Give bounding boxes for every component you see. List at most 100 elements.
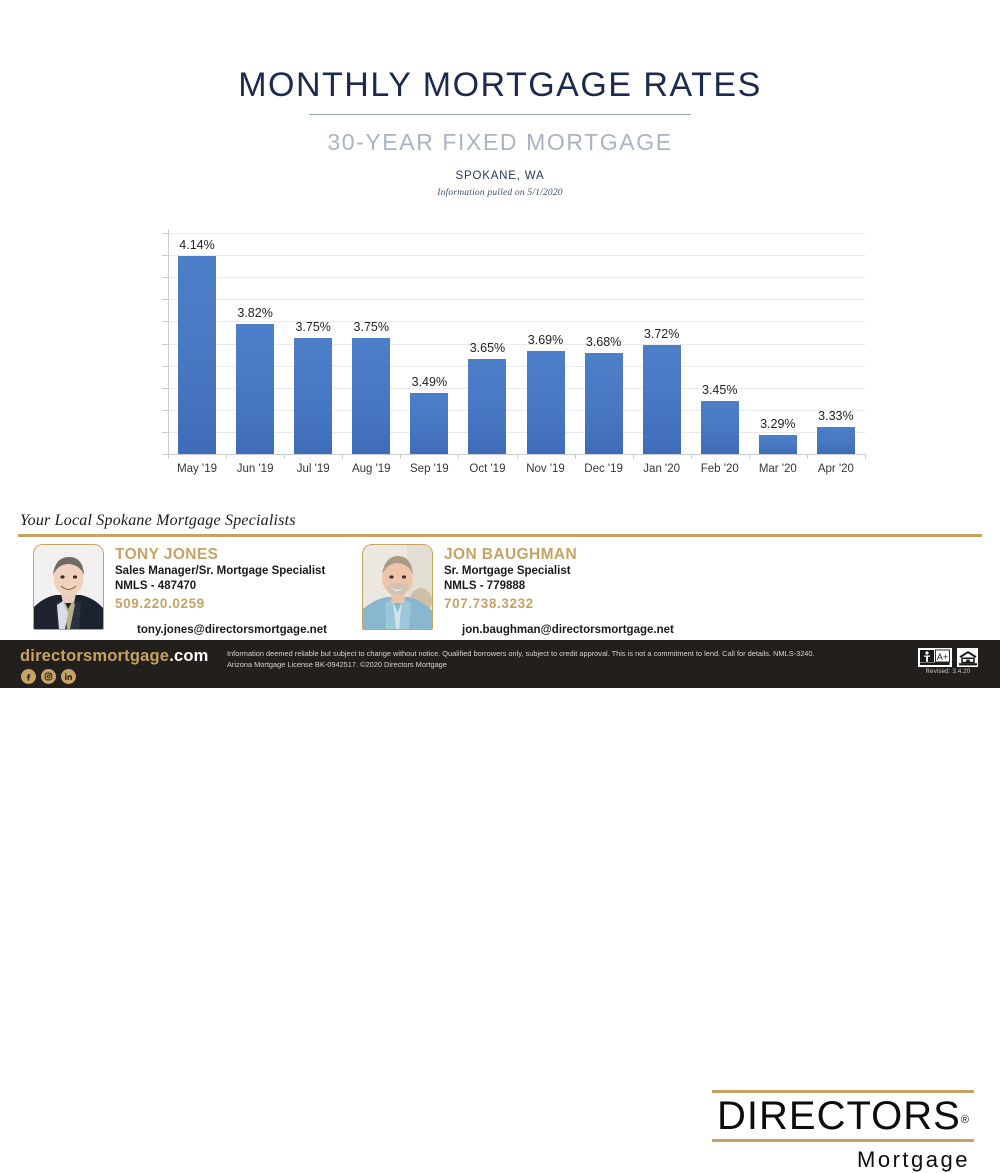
chart-bar[interactable]: 3.75% (352, 320, 391, 454)
portrait-photo-icon (34, 545, 103, 629)
equal-housing-lender-icon (957, 648, 978, 667)
chart-bar[interactable]: 3.82% (236, 306, 275, 454)
disclaimer-line-1: Information deemed reliable but subject … (227, 649, 815, 658)
x-tick (168, 454, 169, 459)
y-tick (162, 365, 168, 367)
bar-slot: 3.65% (458, 233, 516, 454)
compliance-badges: A+ Revised: 3.4.20 (918, 648, 978, 675)
website-link[interactable]: directorsmortgage.com (20, 647, 209, 666)
y-tick (162, 255, 168, 257)
x-axis-label: Oct '19 (469, 463, 506, 475)
gold-divider (18, 534, 982, 537)
specialists-tagline: Your Local Spokane Mortgage Specialists (20, 512, 296, 529)
y-tick (162, 299, 168, 301)
bar-value-label: 3.68% (585, 334, 622, 349)
contact-card-tony-jones: TONY JONES Sales Manager/Sr. Mortgage Sp… (33, 544, 325, 630)
chart-bars: 4.14% 3.82% 3.75% 3.75% 3.49% 3.65% 3.69% 3.68%… (168, 233, 865, 454)
y-tick (162, 409, 168, 411)
bar-slot: 3.69% (516, 233, 574, 454)
x-tick (690, 454, 692, 459)
directors-mortgage-logo: DIRECTORS® Mortgage (712, 1090, 974, 1173)
bar-value-label: 3.29% (760, 417, 796, 432)
x-axis-label: Mar '20 (758, 463, 797, 475)
chart-bar[interactable]: 3.68% (584, 335, 623, 454)
bar-slot: 3.75% (284, 233, 342, 454)
bar-slot: 4.14% (168, 233, 226, 454)
chart-x-labels: May '19 Jun '19 Jul '19 Aug '19 Sep '19 Oct '… (168, 463, 865, 475)
chart-bar[interactable]: 3.69% (526, 333, 565, 454)
y-tick (162, 387, 168, 389)
instagram-icon[interactable] (41, 669, 56, 684)
y-tick (162, 321, 168, 323)
x-axis-label: Jul '19 (296, 463, 330, 475)
bar-slot: 3.75% (342, 233, 400, 454)
bar-slot: 3.33% (807, 233, 865, 454)
chart-bar[interactable]: 3.29% (758, 417, 797, 454)
logo-wordmark-text: DIRECTORS (717, 1094, 961, 1138)
svg-text:A+: A+ (937, 652, 948, 662)
contact-phone[interactable]: 707.738.3232 (444, 595, 534, 611)
bar-slot: 3.45% (691, 233, 749, 454)
x-tick (806, 454, 808, 459)
mortgage-rate-bar-chart: 4.14% 3.82% 3.75% 3.75% 3.49% 3.65% 3.69% 3.68%… (0, 215, 1000, 485)
page-title: MONTHLY MORTGAGE RATES (238, 66, 762, 104)
bar-value-label: 4.14% (179, 238, 215, 253)
bar-slot: 3.68% (575, 233, 633, 454)
bar-value-label: 3.75% (353, 320, 389, 335)
website-name: directorsmortgage (20, 647, 170, 665)
x-tick (748, 454, 750, 459)
website-tld: .com (169, 647, 209, 665)
bar-slot: 3.29% (749, 233, 807, 454)
x-axis-label: May '19 (177, 463, 217, 475)
bar-value-label: 3.45% (702, 383, 738, 398)
contacts-strip: TONY JONES Sales Manager/Sr. Mortgage Sp… (0, 542, 1000, 1172)
x-tick (342, 454, 344, 459)
x-axis-label: Jun '19 (236, 463, 274, 475)
linkedin-icon[interactable] (61, 669, 76, 684)
bar-value-label: 3.72% (643, 326, 680, 341)
bar-value-label: 3.82% (237, 305, 273, 320)
x-axis-label: Jan '20 (643, 463, 681, 475)
x-tick (574, 454, 576, 459)
y-tick (162, 233, 168, 234)
x-axis-label: Dec '19 (584, 463, 623, 475)
contact-nmls: NMLS - 487470 (115, 579, 197, 592)
x-axis-label: Apr '20 (817, 463, 854, 475)
x-axis-label: Feb '20 (700, 463, 739, 475)
registered-mark-icon: ® (960, 1114, 969, 1126)
chart-bar[interactable]: 3.33% (816, 409, 855, 454)
page-footer: directorsmortgage.com Information deemed… (0, 640, 1000, 688)
avatar (362, 544, 433, 630)
contact-email[interactable]: tony.jones@directorsmortgage.net (137, 624, 327, 636)
x-tick (865, 454, 866, 459)
data-pulled-note: Information pulled on 5/1/2020 (437, 188, 563, 198)
chart-y-axis (168, 229, 169, 454)
x-tick (458, 454, 460, 459)
bar-value-label: 3.65% (469, 341, 506, 356)
x-tick (284, 454, 286, 459)
contact-name: TONY JONES (115, 546, 219, 563)
bar-value-label: 3.69% (527, 332, 564, 347)
bar-value-label: 3.75% (295, 320, 331, 335)
chart-bar[interactable]: 3.49% (410, 375, 449, 454)
x-axis-label: Nov '19 (526, 463, 565, 475)
contact-email[interactable]: jon.baughman@directorsmortgage.net (462, 624, 674, 636)
page-subtitle: 30-YEAR FIXED MORTGAGE (327, 129, 673, 155)
bar-value-label: 3.33% (818, 408, 854, 423)
disclaimer-line-2: Arizona Mortgage License BK-0942517. ©20… (227, 659, 447, 669)
facebook-icon[interactable] (21, 669, 36, 684)
contact-role: Sales Manager/Sr. Mortgage Specialist (115, 564, 326, 577)
contact-phone[interactable]: 509.220.0259 (115, 595, 205, 611)
chart-bar[interactable]: 4.14% (178, 238, 217, 454)
chart-bar[interactable]: 3.45% (700, 383, 739, 454)
social-links (21, 669, 76, 684)
page-header: MONTHLY MORTGAGE RATES 30-YEAR FIXED MOR… (0, 0, 1000, 198)
contact-nmls: NMLS - 779888 (444, 579, 526, 592)
x-axis-label: Aug '19 (351, 463, 391, 475)
chart-bar[interactable]: 3.65% (468, 341, 507, 454)
x-tick (400, 454, 402, 459)
contact-name: JON BAUGHMAN (444, 546, 578, 563)
chart-bar[interactable]: 3.75% (294, 320, 333, 454)
chart-bar[interactable]: 3.72% (642, 327, 681, 454)
portrait-photo-icon (363, 545, 432, 629)
